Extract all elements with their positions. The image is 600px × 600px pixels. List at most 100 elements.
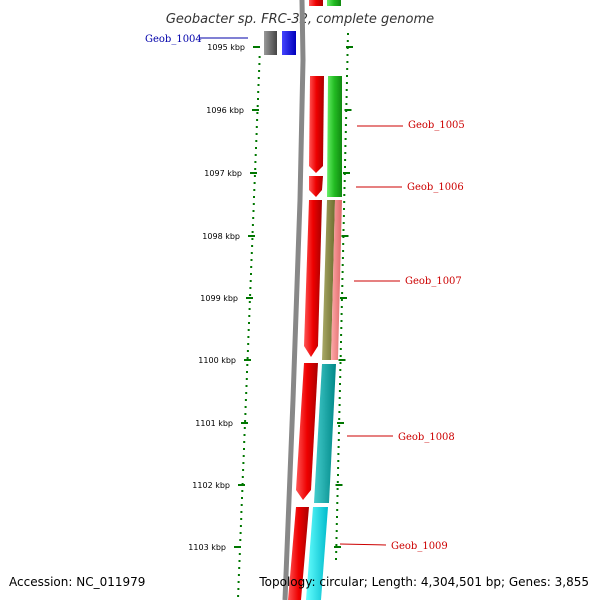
minor-tick-left <box>249 287 252 289</box>
gene-label[interactable]: Geob_1009 <box>391 541 448 552</box>
minor-tick-right <box>338 404 341 406</box>
minor-tick-left <box>241 497 243 499</box>
minor-tick-right <box>339 348 342 350</box>
minor-tick-left <box>251 231 254 233</box>
gene-1009-red-arrow <box>288 507 309 600</box>
major-tick-left <box>252 109 259 111</box>
minor-tick-right <box>345 103 348 105</box>
minor-tick-left <box>251 238 254 240</box>
accession-text: Accession: NC_011979 <box>9 575 145 589</box>
minor-tick-left <box>251 245 254 247</box>
minor-tick-left <box>254 168 257 170</box>
minor-tick-right <box>343 187 346 189</box>
minor-tick-left <box>245 392 248 394</box>
major-tick-right <box>346 46 353 48</box>
gene-1007-red-arrow <box>304 200 322 357</box>
minor-tick-right <box>344 124 347 126</box>
minor-tick-right <box>336 481 339 483</box>
minor-tick-right <box>338 425 341 427</box>
minor-tick-right <box>345 117 348 119</box>
gene-label[interactable]: Geob_1007 <box>405 276 462 287</box>
minor-tick-left <box>250 259 253 261</box>
minor-tick-left <box>257 84 260 86</box>
kbp-label: 1103 kbp <box>188 543 226 552</box>
minor-tick-left <box>237 595 240 597</box>
kbp-label: 1096 kbp <box>206 106 244 115</box>
minor-tick-left <box>238 560 241 562</box>
minor-tick-right <box>343 194 346 196</box>
minor-tick-right <box>336 495 339 497</box>
minor-tick-left <box>255 133 258 135</box>
minor-tick-right <box>336 488 339 490</box>
kbp-label: 1100 kbp <box>198 356 236 365</box>
gene-1006-red-arrow <box>309 176 323 197</box>
minor-tick-right <box>344 145 347 147</box>
minor-tick-right <box>338 418 341 420</box>
minor-tick-right <box>340 320 343 322</box>
gene-1007-olive-feature <box>322 200 335 360</box>
minor-tick-right <box>341 264 344 266</box>
minor-tick-left <box>251 224 254 226</box>
minor-tick-right <box>342 229 345 231</box>
major-tick-left <box>234 546 241 548</box>
major-tick-right <box>334 546 341 548</box>
minor-tick-left <box>240 518 243 520</box>
minor-tick-left <box>248 322 250 324</box>
minor-tick-left <box>244 399 247 401</box>
minor-tick-right <box>344 152 347 154</box>
minor-tick-right <box>344 131 347 133</box>
minor-tick-left <box>257 98 259 100</box>
minor-tick-left <box>240 504 243 506</box>
minor-tick-left <box>256 105 259 107</box>
minor-tick-right <box>337 453 340 455</box>
minor-tick-right <box>343 180 346 182</box>
minor-tick-right <box>342 215 345 217</box>
minor-tick-right <box>343 201 346 203</box>
kbp-label: 1097 kbp <box>204 169 242 178</box>
minor-tick-left <box>247 329 250 331</box>
major-tick-right <box>335 484 343 486</box>
minor-tick-left <box>258 70 261 72</box>
minor-tick-left <box>246 350 249 352</box>
minor-tick-left <box>258 63 261 65</box>
gene-label[interactable]: Geob_1004 <box>145 34 202 45</box>
minor-tick-left <box>254 154 257 156</box>
major-tick-right <box>344 109 352 111</box>
minor-tick-right <box>340 299 343 301</box>
major-tick-right <box>340 297 347 299</box>
minor-tick-left <box>237 574 240 576</box>
minor-tick-right <box>341 292 344 294</box>
kbp-label: 1095 kbp <box>207 43 245 52</box>
minor-tick-right <box>335 551 338 553</box>
gene-1008-red-arrow <box>296 363 318 500</box>
minor-tick-left <box>252 217 255 219</box>
minor-tick-left <box>239 532 242 534</box>
topology-text: Topology: circular; Length: 4,304,501 bp… <box>258 575 589 589</box>
gene-label[interactable]: Geob_1006 <box>407 182 464 193</box>
minor-tick-left <box>245 378 248 380</box>
gene-feature-top-green <box>327 0 341 6</box>
minor-tick-left <box>246 364 249 366</box>
minor-tick-right <box>346 75 348 77</box>
minor-tick-left <box>237 581 240 583</box>
minor-tick-left <box>253 175 256 177</box>
gene-1004-grey-feature <box>264 31 277 55</box>
minor-tick-right <box>336 509 339 511</box>
gene-label[interactable]: Geob_1008 <box>398 432 455 443</box>
gene-leader-line <box>339 543 387 546</box>
minor-tick-right <box>337 467 340 469</box>
minor-tick-right <box>342 243 345 245</box>
minor-tick-left <box>243 427 246 429</box>
minor-tick-left <box>256 112 259 114</box>
major-tick-right <box>337 422 344 424</box>
minor-tick-left <box>246 357 249 359</box>
gene-1005-red-arrow <box>309 76 324 173</box>
gene-label[interactable]: Geob_1005 <box>408 120 465 131</box>
minor-tick-right <box>346 68 349 70</box>
minor-tick-right <box>335 537 338 539</box>
minor-tick-right <box>338 411 341 413</box>
minor-tick-right <box>345 96 348 98</box>
minor-tick-left <box>252 210 255 212</box>
minor-tick-left <box>246 371 248 373</box>
